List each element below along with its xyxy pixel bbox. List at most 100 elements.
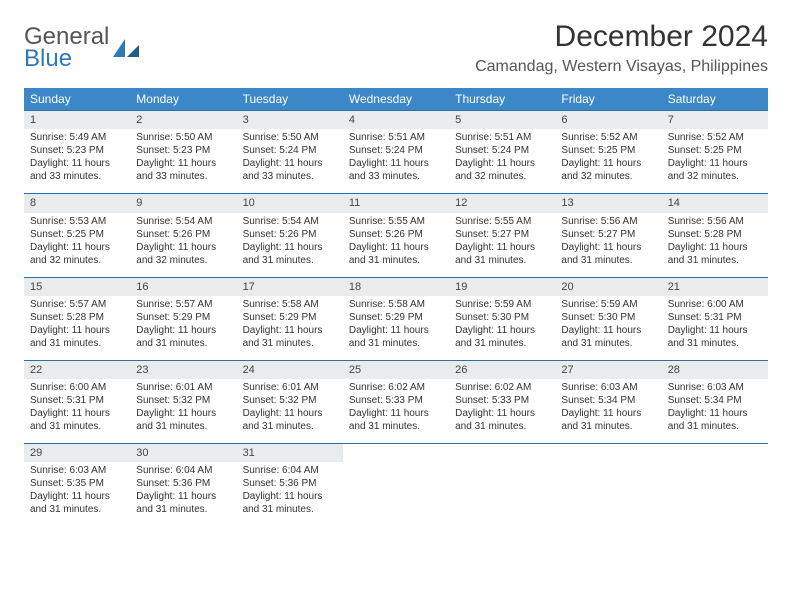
calendar-cell: 11Sunrise: 5:55 AMSunset: 5:26 PMDayligh…	[343, 194, 449, 277]
day-number: 14	[662, 194, 768, 212]
day-number: 28	[662, 361, 768, 379]
day-body: Sunrise: 6:04 AMSunset: 5:36 PMDaylight:…	[130, 462, 236, 526]
calendar-cell: 8Sunrise: 5:53 AMSunset: 5:25 PMDaylight…	[24, 194, 130, 277]
calendar-head: SundayMondayTuesdayWednesdayThursdayFrid…	[24, 88, 768, 111]
calendar-cell: 16Sunrise: 5:57 AMSunset: 5:29 PMDayligh…	[130, 277, 236, 360]
day-number: 3	[237, 111, 343, 129]
day-number: 26	[449, 361, 555, 379]
day-number: 13	[555, 194, 661, 212]
day-number: 21	[662, 278, 768, 296]
day-number: 23	[130, 361, 236, 379]
day-number: 15	[24, 278, 130, 296]
sail-icon	[111, 37, 141, 59]
day-number: 17	[237, 278, 343, 296]
calendar-cell	[662, 444, 768, 527]
day-body: Sunrise: 5:58 AMSunset: 5:29 PMDaylight:…	[343, 296, 449, 360]
calendar-cell: 30Sunrise: 6:04 AMSunset: 5:36 PMDayligh…	[130, 444, 236, 527]
title-block: December 2024 Camandag, Western Visayas,…	[475, 20, 768, 76]
day-body: Sunrise: 5:49 AMSunset: 5:23 PMDaylight:…	[24, 129, 130, 193]
calendar-cell: 20Sunrise: 5:59 AMSunset: 5:30 PMDayligh…	[555, 277, 661, 360]
calendar-table: SundayMondayTuesdayWednesdayThursdayFrid…	[24, 88, 768, 526]
location: Camandag, Western Visayas, Philippines	[475, 58, 768, 76]
day-number: 29	[24, 444, 130, 462]
calendar-cell: 6Sunrise: 5:52 AMSunset: 5:25 PMDaylight…	[555, 111, 661, 194]
day-number: 9	[130, 194, 236, 212]
day-number: 8	[24, 194, 130, 212]
calendar-cell: 1Sunrise: 5:49 AMSunset: 5:23 PMDaylight…	[24, 111, 130, 194]
calendar-cell: 17Sunrise: 5:58 AMSunset: 5:29 PMDayligh…	[237, 277, 343, 360]
calendar-cell: 24Sunrise: 6:01 AMSunset: 5:32 PMDayligh…	[237, 360, 343, 443]
day-body: Sunrise: 5:54 AMSunset: 5:26 PMDaylight:…	[130, 213, 236, 277]
day-body: Sunrise: 6:02 AMSunset: 5:33 PMDaylight:…	[449, 379, 555, 443]
day-number: 25	[343, 361, 449, 379]
weekday-header: Friday	[555, 88, 661, 111]
day-body: Sunrise: 6:00 AMSunset: 5:31 PMDaylight:…	[24, 379, 130, 443]
day-body: Sunrise: 5:58 AMSunset: 5:29 PMDaylight:…	[237, 296, 343, 360]
day-number: 20	[555, 278, 661, 296]
calendar-cell: 25Sunrise: 6:02 AMSunset: 5:33 PMDayligh…	[343, 360, 449, 443]
calendar-cell	[555, 444, 661, 527]
day-number: 19	[449, 278, 555, 296]
day-number: 7	[662, 111, 768, 129]
day-body: Sunrise: 6:01 AMSunset: 5:32 PMDaylight:…	[130, 379, 236, 443]
day-number: 24	[237, 361, 343, 379]
calendar-body: 1Sunrise: 5:49 AMSunset: 5:23 PMDaylight…	[24, 111, 768, 527]
weekday-header: Monday	[130, 88, 236, 111]
day-body: Sunrise: 6:01 AMSunset: 5:32 PMDaylight:…	[237, 379, 343, 443]
calendar-cell: 10Sunrise: 5:54 AMSunset: 5:26 PMDayligh…	[237, 194, 343, 277]
day-number: 16	[130, 278, 236, 296]
calendar-cell: 23Sunrise: 6:01 AMSunset: 5:32 PMDayligh…	[130, 360, 236, 443]
calendar-cell: 14Sunrise: 5:56 AMSunset: 5:28 PMDayligh…	[662, 194, 768, 277]
day-number: 31	[237, 444, 343, 462]
day-body: Sunrise: 5:52 AMSunset: 5:25 PMDaylight:…	[555, 129, 661, 193]
day-body: Sunrise: 6:03 AMSunset: 5:34 PMDaylight:…	[555, 379, 661, 443]
day-body: Sunrise: 6:04 AMSunset: 5:36 PMDaylight:…	[237, 462, 343, 526]
day-body: Sunrise: 5:50 AMSunset: 5:24 PMDaylight:…	[237, 129, 343, 193]
day-body: Sunrise: 5:57 AMSunset: 5:28 PMDaylight:…	[24, 296, 130, 360]
calendar-cell: 13Sunrise: 5:56 AMSunset: 5:27 PMDayligh…	[555, 194, 661, 277]
weekday-header: Thursday	[449, 88, 555, 111]
logo-text: General Blue	[24, 26, 109, 69]
weekday-header: Saturday	[662, 88, 768, 111]
day-body: Sunrise: 5:50 AMSunset: 5:23 PMDaylight:…	[130, 129, 236, 193]
day-body: Sunrise: 5:54 AMSunset: 5:26 PMDaylight:…	[237, 213, 343, 277]
day-number: 30	[130, 444, 236, 462]
day-body: Sunrise: 5:57 AMSunset: 5:29 PMDaylight:…	[130, 296, 236, 360]
day-body: Sunrise: 5:59 AMSunset: 5:30 PMDaylight:…	[555, 296, 661, 360]
logo-line2: Blue	[24, 45, 72, 72]
page-header: General Blue December 2024 Camandag, Wes…	[24, 20, 768, 76]
calendar-cell: 28Sunrise: 6:03 AMSunset: 5:34 PMDayligh…	[662, 360, 768, 443]
day-body: Sunrise: 5:59 AMSunset: 5:30 PMDaylight:…	[449, 296, 555, 360]
day-number: 6	[555, 111, 661, 129]
day-number: 10	[237, 194, 343, 212]
logo: General Blue	[24, 26, 141, 69]
day-body: Sunrise: 5:52 AMSunset: 5:25 PMDaylight:…	[662, 129, 768, 193]
day-number: 5	[449, 111, 555, 129]
calendar-cell	[343, 444, 449, 527]
calendar-cell: 26Sunrise: 6:02 AMSunset: 5:33 PMDayligh…	[449, 360, 555, 443]
day-number: 2	[130, 111, 236, 129]
weekday-header: Tuesday	[237, 88, 343, 111]
calendar-cell: 7Sunrise: 5:52 AMSunset: 5:25 PMDaylight…	[662, 111, 768, 194]
day-body: Sunrise: 6:02 AMSunset: 5:33 PMDaylight:…	[343, 379, 449, 443]
day-body: Sunrise: 5:56 AMSunset: 5:28 PMDaylight:…	[662, 213, 768, 277]
day-body: Sunrise: 5:55 AMSunset: 5:27 PMDaylight:…	[449, 213, 555, 277]
calendar-cell: 15Sunrise: 5:57 AMSunset: 5:28 PMDayligh…	[24, 277, 130, 360]
day-number: 11	[343, 194, 449, 212]
calendar-cell: 29Sunrise: 6:03 AMSunset: 5:35 PMDayligh…	[24, 444, 130, 527]
calendar-cell: 21Sunrise: 6:00 AMSunset: 5:31 PMDayligh…	[662, 277, 768, 360]
calendar-cell: 9Sunrise: 5:54 AMSunset: 5:26 PMDaylight…	[130, 194, 236, 277]
calendar-cell: 2Sunrise: 5:50 AMSunset: 5:23 PMDaylight…	[130, 111, 236, 194]
month-year: December 2024	[475, 20, 768, 54]
day-number: 12	[449, 194, 555, 212]
day-body: Sunrise: 6:00 AMSunset: 5:31 PMDaylight:…	[662, 296, 768, 360]
calendar-cell: 27Sunrise: 6:03 AMSunset: 5:34 PMDayligh…	[555, 360, 661, 443]
day-body: Sunrise: 5:51 AMSunset: 5:24 PMDaylight:…	[449, 129, 555, 193]
day-body: Sunrise: 5:51 AMSunset: 5:24 PMDaylight:…	[343, 129, 449, 193]
weekday-header: Wednesday	[343, 88, 449, 111]
day-body: Sunrise: 6:03 AMSunset: 5:35 PMDaylight:…	[24, 462, 130, 526]
calendar-cell: 31Sunrise: 6:04 AMSunset: 5:36 PMDayligh…	[237, 444, 343, 527]
day-number: 22	[24, 361, 130, 379]
calendar-cell: 4Sunrise: 5:51 AMSunset: 5:24 PMDaylight…	[343, 111, 449, 194]
weekday-header: Sunday	[24, 88, 130, 111]
